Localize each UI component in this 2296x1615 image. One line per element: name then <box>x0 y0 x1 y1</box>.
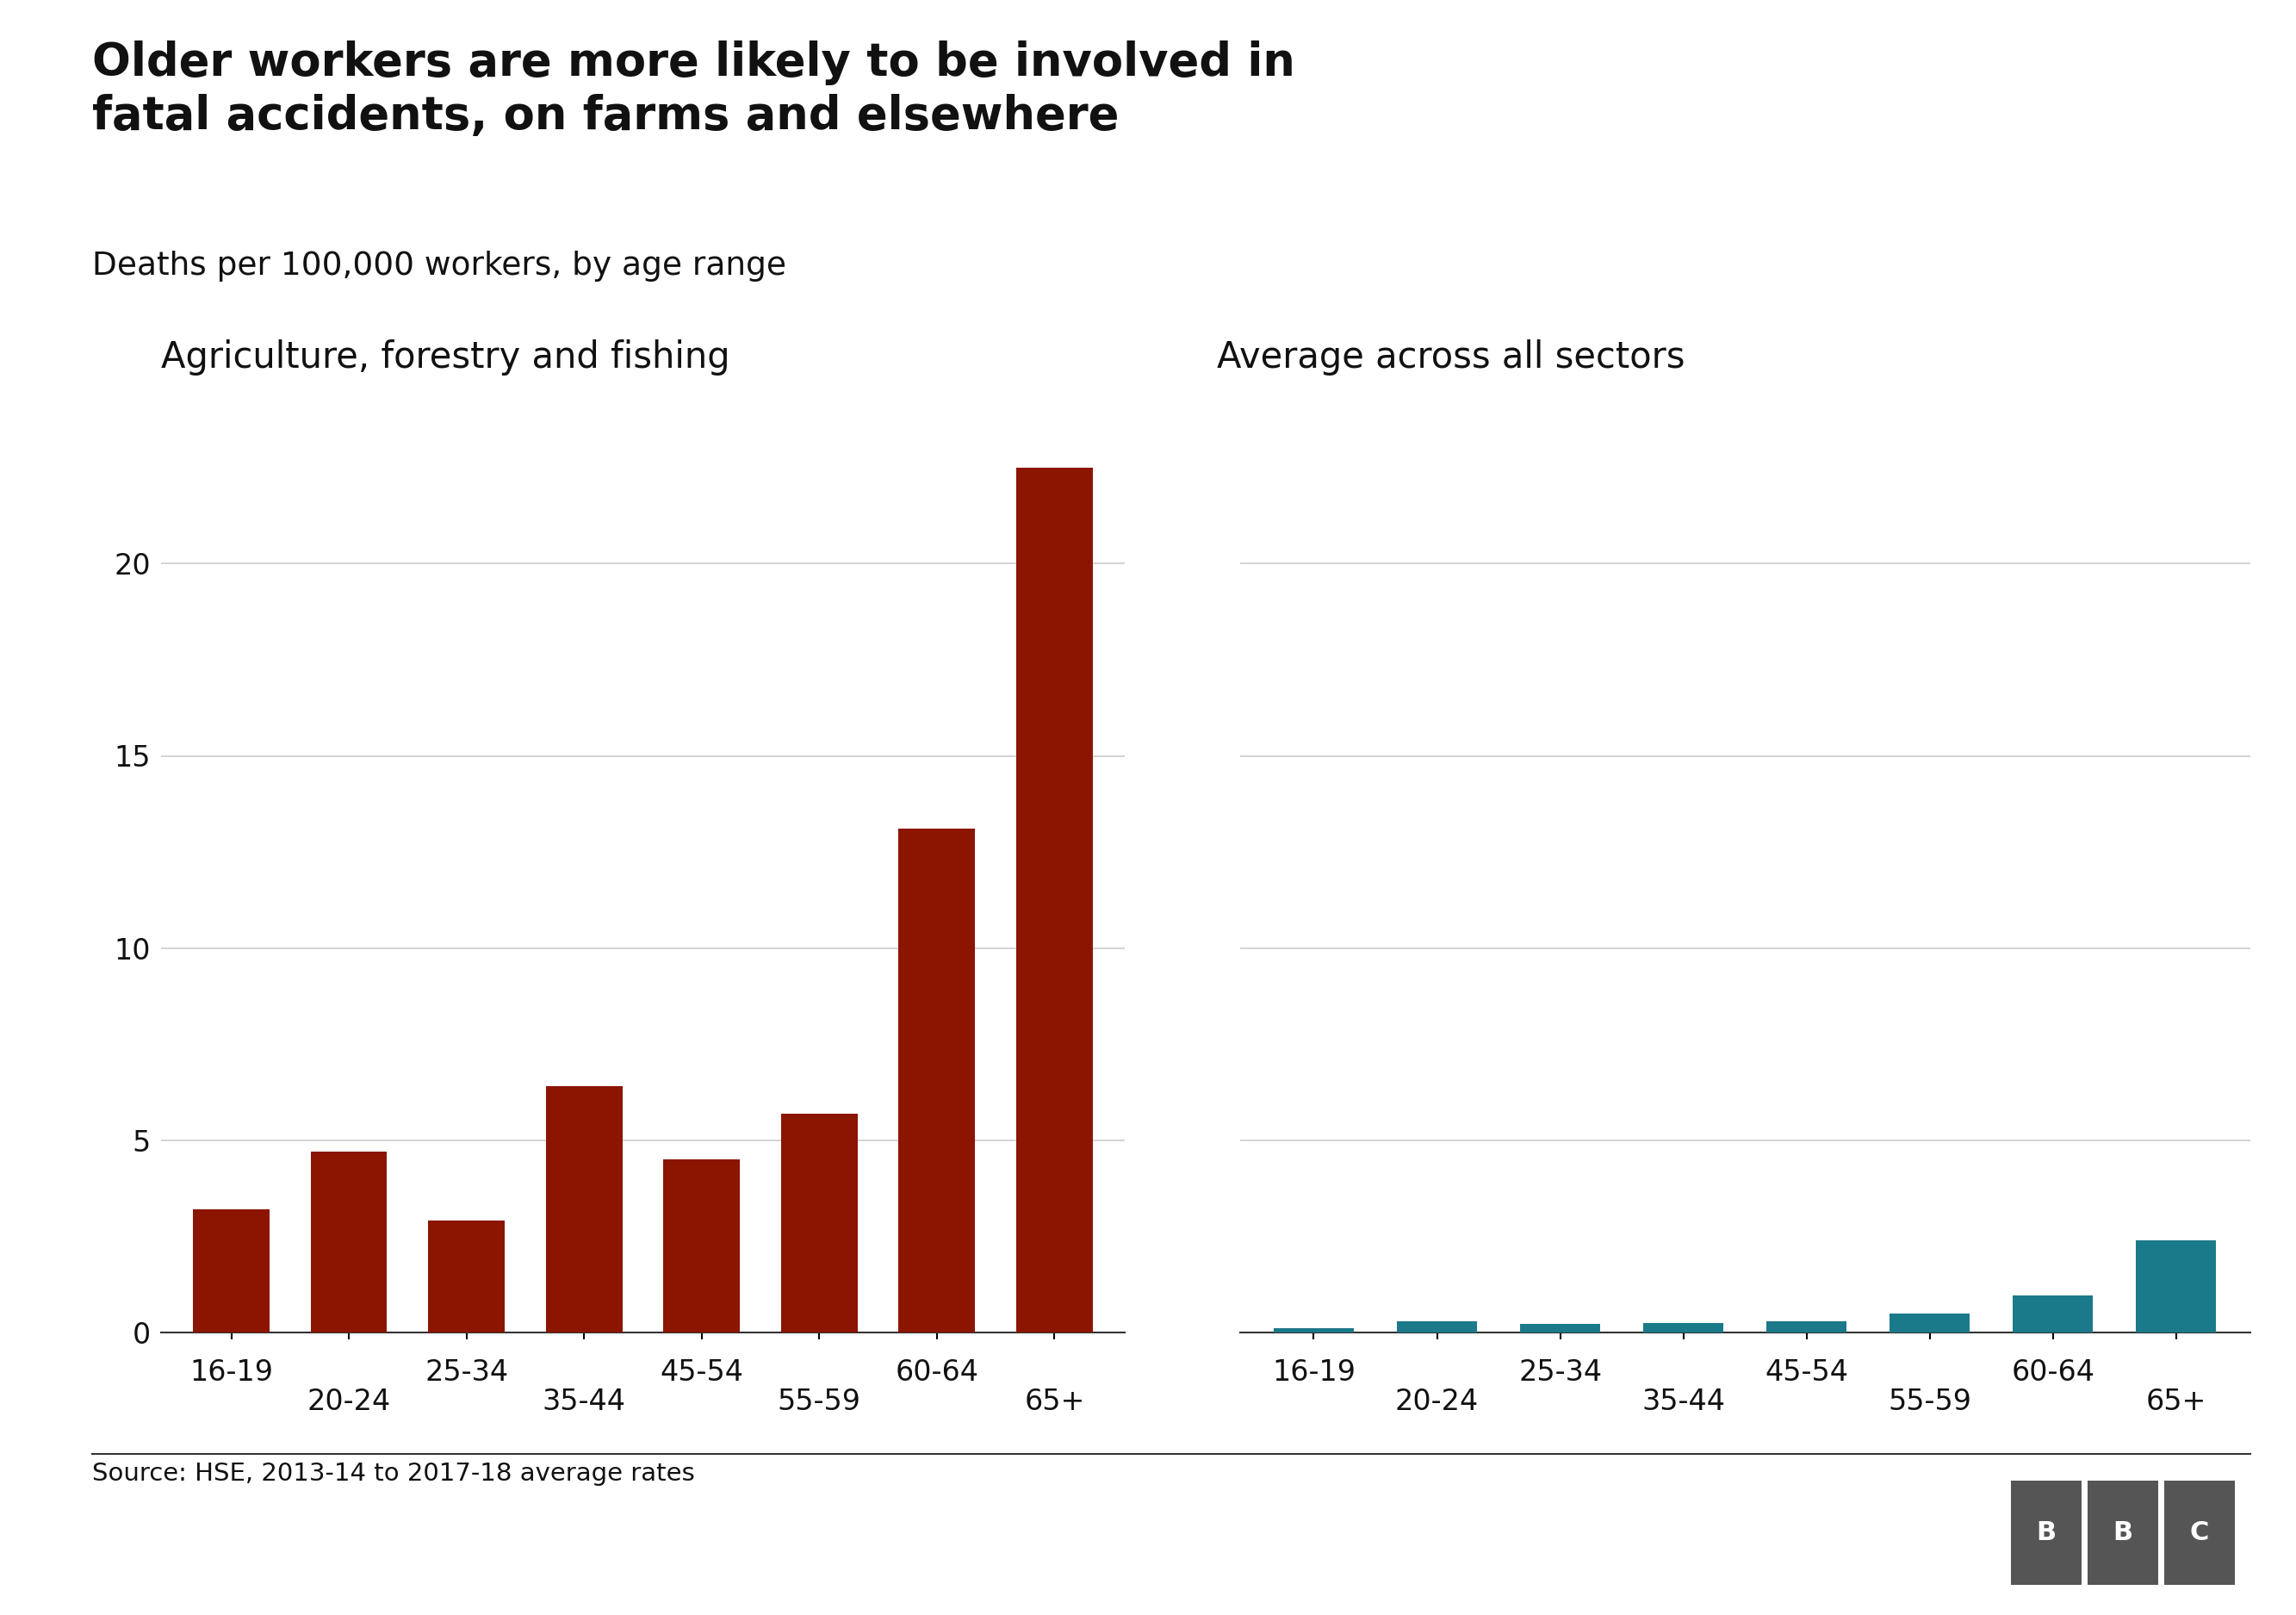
Text: 60-64: 60-64 <box>2011 1358 2094 1387</box>
Text: 35-44: 35-44 <box>542 1387 627 1416</box>
Text: 16-19: 16-19 <box>191 1358 273 1387</box>
Bar <box>1644 1323 1724 1332</box>
Text: 16-19: 16-19 <box>1272 1358 1355 1387</box>
FancyBboxPatch shape <box>2165 1481 2234 1584</box>
Text: Source: HSE, 2013-14 to 2017-18 average rates: Source: HSE, 2013-14 to 2017-18 average … <box>92 1462 693 1486</box>
Bar <box>1520 1324 1600 1332</box>
Bar <box>1017 468 1093 1332</box>
Text: 55-59: 55-59 <box>778 1387 861 1416</box>
Bar <box>1766 1321 1846 1332</box>
Text: 65+: 65+ <box>1024 1387 1084 1416</box>
Text: Average across all sectors: Average across all sectors <box>1217 339 1685 375</box>
Text: B: B <box>2037 1520 2057 1546</box>
FancyBboxPatch shape <box>2087 1481 2158 1584</box>
Text: 25-34: 25-34 <box>1518 1358 1603 1387</box>
Bar <box>1274 1328 1355 1332</box>
FancyBboxPatch shape <box>2011 1481 2082 1584</box>
Bar <box>1396 1321 1476 1332</box>
Bar <box>898 828 976 1332</box>
Text: 20-24: 20-24 <box>308 1387 390 1416</box>
Text: 35-44: 35-44 <box>1642 1387 1724 1416</box>
Bar <box>1890 1315 1970 1332</box>
Bar <box>193 1210 269 1332</box>
Text: 45-54: 45-54 <box>659 1358 744 1387</box>
Text: Older workers are more likely to be involved in
fatal accidents, on farms and el: Older workers are more likely to be invo… <box>92 40 1295 139</box>
Bar <box>546 1087 622 1332</box>
Bar <box>2014 1295 2094 1332</box>
Text: Deaths per 100,000 workers, by age range: Deaths per 100,000 workers, by age range <box>92 250 785 281</box>
Text: Agriculture, forestry and fishing: Agriculture, forestry and fishing <box>161 339 730 375</box>
Text: 65+: 65+ <box>2147 1387 2206 1416</box>
Bar <box>781 1113 856 1332</box>
Bar <box>429 1221 505 1332</box>
Bar <box>2135 1240 2216 1332</box>
Text: 25-34: 25-34 <box>425 1358 507 1387</box>
Text: B: B <box>2112 1520 2133 1546</box>
Text: 20-24: 20-24 <box>1396 1387 1479 1416</box>
Bar <box>664 1160 739 1332</box>
Text: 60-64: 60-64 <box>895 1358 978 1387</box>
Bar <box>310 1151 388 1332</box>
Text: 45-54: 45-54 <box>1766 1358 1848 1387</box>
Text: C: C <box>2190 1520 2209 1546</box>
Text: 55-59: 55-59 <box>1887 1387 1972 1416</box>
